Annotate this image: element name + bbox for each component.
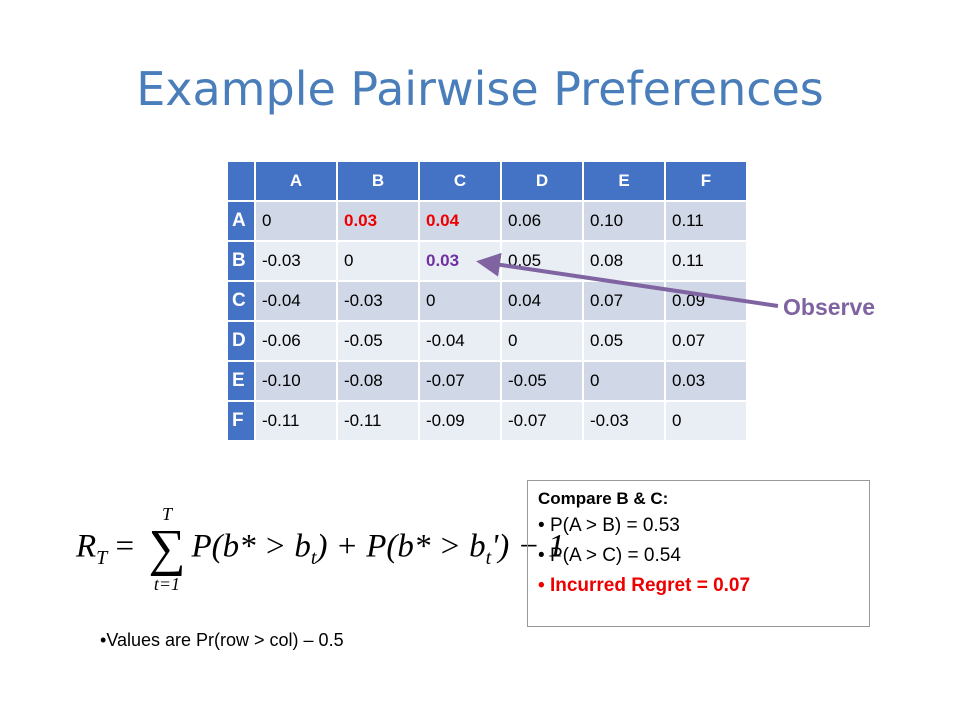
cell: -0.03 (254, 240, 338, 282)
formula-sub: t (310, 547, 317, 570)
row-header: F (226, 400, 256, 442)
corner-cell (226, 160, 256, 202)
cell: -0.03 (582, 400, 666, 442)
cell: 0.06 (500, 200, 584, 242)
cell: 0.05 (582, 320, 666, 362)
cell: 0 (500, 320, 584, 362)
formula: RT = T ∑ t=1 P(b* > bt) + P(b* > bt') − … (76, 505, 565, 593)
sum-top: T (161, 504, 172, 524)
footnote: Values are Pr(row > col) – 0.5 (100, 630, 343, 651)
annotation: Observe (783, 294, 876, 320)
cell: -0.11 (254, 400, 338, 442)
cell: -0.03 (336, 280, 420, 322)
header-cell: F (664, 160, 748, 202)
cell: 0.08 (582, 240, 666, 282)
sum: T ∑ t=1 (148, 505, 185, 593)
table-row: E -0.10 -0.08 -0.07 -0.05 0 0.03 (226, 360, 748, 402)
preference-table: A B C D E F A 0 0.03 0.04 0.06 0.10 0.11 B -0.03 0 0.03 0… (226, 160, 748, 442)
cell: -0.04 (418, 320, 502, 362)
table-row: D -0.06 -0.05 -0.04 0 0.05 0.07 (226, 320, 748, 362)
formula-eq: = (115, 528, 135, 565)
cell: 0.04 (500, 280, 584, 322)
cell: 0 (336, 240, 420, 282)
cell: -0.05 (500, 360, 584, 402)
row-header: D (226, 320, 256, 362)
cell: 0 (254, 200, 338, 242)
formula-sub: t (485, 547, 492, 570)
header-cell: B (336, 160, 420, 202)
header-cell: A (254, 160, 338, 202)
formula-term: P(b* > b (191, 528, 311, 565)
cell: -0.09 (418, 400, 502, 442)
sum-symbol: ∑ (148, 520, 186, 577)
table-row: A 0 0.03 0.04 0.06 0.10 0.11 (226, 200, 748, 242)
cell: -0.05 (336, 320, 420, 362)
cell: 0.03 (664, 360, 748, 402)
cell: -0.11 (336, 400, 420, 442)
cell: 0.10 (582, 200, 666, 242)
row-header: E (226, 360, 256, 402)
compare-item: P(A > C) = 0.54 (538, 545, 859, 567)
table-row: B -0.03 0 0.03 0.05 0.08 0.11 (226, 240, 748, 282)
cell: -0.07 (418, 360, 502, 402)
cell: -0.06 (254, 320, 338, 362)
header-cell: C (418, 160, 502, 202)
cell: 0 (418, 280, 502, 322)
cell: 0.03 (336, 200, 420, 242)
header-cell: E (582, 160, 666, 202)
cell: 0.07 (664, 320, 748, 362)
cell: -0.07 (500, 400, 584, 442)
cell: 0.11 (664, 200, 748, 242)
formula-term: ) + P(b* > b (316, 528, 486, 565)
cell: 0.11 (664, 240, 748, 282)
formula-sub: T (96, 547, 108, 570)
observe-arrow (476, 252, 779, 308)
compare-box: Compare B & C: P(A > B) = 0.53 P(A > C) =… (527, 480, 870, 627)
compare-item: Incurred Regret = 0.07 (538, 575, 859, 597)
formula-lhs: R (76, 528, 97, 565)
cell: 0 (664, 400, 748, 442)
sum-bottom: t=1 (153, 574, 181, 594)
cell: -0.04 (254, 280, 338, 322)
cell: -0.08 (336, 360, 420, 402)
compare-heading: Compare B & C: (538, 489, 669, 508)
cell: -0.10 (254, 360, 338, 402)
row-header: B (226, 240, 256, 282)
cell: 0.04 (418, 200, 502, 242)
compare-item: P(A > B) = 0.53 (538, 515, 859, 537)
table-row: F -0.11 -0.11 -0.09 -0.07 -0.03 0 (226, 400, 748, 442)
title: Example Pairwise Preferences (136, 62, 824, 116)
row-header: C (226, 280, 256, 322)
row-header: A (226, 200, 256, 242)
header-cell: D (500, 160, 584, 202)
cell: 0 (582, 360, 666, 402)
